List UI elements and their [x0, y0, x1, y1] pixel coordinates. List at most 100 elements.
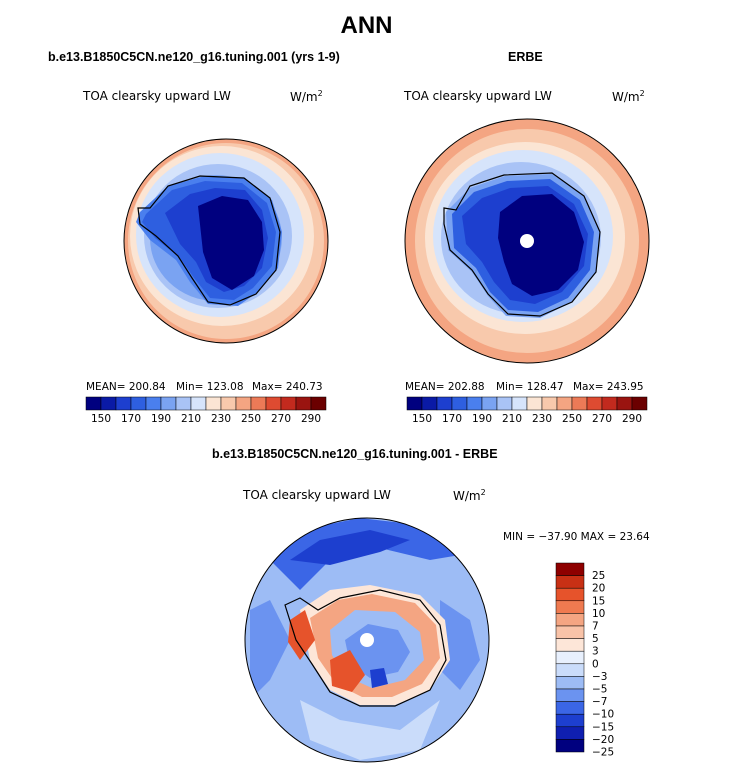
- diff-polar-map: [245, 518, 489, 762]
- diff-minmax-stat: MIN = −37.90 MAX = 23.64: [503, 531, 650, 543]
- colorbar-tick-label: 15: [592, 595, 605, 607]
- right-min-stat: Min= 128.47: [496, 381, 564, 393]
- colorbar-tick-label: −3: [592, 671, 607, 683]
- colorbar-tick-label: 210: [181, 413, 201, 425]
- colorbar-swatch: [555, 575, 585, 589]
- colorbar-swatch: [280, 396, 297, 411]
- colorbar-tick-label: 7: [592, 621, 599, 633]
- left-colorbar: 150 170 190 210 230 250 270 290: [85, 396, 327, 425]
- colorbar-swatch: [295, 396, 312, 411]
- colorbar-swatch: [555, 713, 585, 728]
- left-units-label: W/m2: [290, 89, 323, 104]
- colorbar-swatch: [616, 396, 633, 411]
- colorbar-tick-label: 190: [151, 413, 171, 425]
- colorbar-swatch: [421, 396, 438, 411]
- colorbar-tick-label: 270: [271, 413, 291, 425]
- left-field-label: TOA clearsky upward LW: [83, 89, 231, 103]
- diff-panel-title: b.e13.B1850C5CN.ne120_g16.tuning.001 - E…: [212, 447, 498, 461]
- left-min-stat: Min= 123.08: [176, 381, 244, 393]
- colorbar-tick-label: 150: [412, 413, 432, 425]
- colorbar-swatch: [541, 396, 558, 411]
- colorbar-swatch: [555, 726, 585, 740]
- colorbar-swatch: [555, 638, 585, 652]
- colorbar-swatch: [555, 600, 585, 614]
- colorbar-swatch: [100, 396, 117, 411]
- colorbar-swatch: [310, 396, 327, 411]
- colorbar-swatch: [555, 663, 585, 677]
- colorbar-tick-label: −10: [592, 709, 614, 721]
- colorbar-swatch: [555, 739, 585, 753]
- colorbar-swatch: [601, 396, 618, 411]
- colorbar-swatch: [160, 396, 177, 411]
- colorbar-swatch: [571, 396, 588, 411]
- colorbar-swatch: [555, 613, 585, 627]
- colorbar-tick-label: 270: [592, 413, 612, 425]
- colorbar-swatch: [555, 562, 585, 576]
- colorbar-swatch: [496, 396, 513, 411]
- colorbar-swatch: [205, 396, 222, 411]
- right-panel-title: ERBE: [508, 50, 543, 64]
- colorbar-swatch: [631, 396, 648, 411]
- left-panel-title: b.e13.B1850C5CN.ne120_g16.tuning.001 (yr…: [48, 50, 340, 64]
- colorbar-swatch: [555, 676, 585, 690]
- colorbar-tick-label: 20: [592, 583, 605, 595]
- colorbar-tick-label: 10: [592, 608, 605, 620]
- colorbar-swatch: [556, 396, 573, 411]
- left-max-stat: Max= 240.73: [252, 381, 323, 393]
- colorbar-swatch: [406, 396, 423, 411]
- colorbar-swatch: [85, 396, 102, 411]
- colorbar-tick-label: 230: [532, 413, 552, 425]
- colorbar-swatch: [220, 396, 237, 411]
- colorbar-tick-label: 5: [592, 633, 599, 645]
- colorbar-tick-label: 190: [472, 413, 492, 425]
- colorbar-tick-label: −7: [592, 696, 607, 708]
- colorbar-swatch: [555, 688, 585, 702]
- colorbar-swatch: [115, 396, 132, 411]
- right-colorbar: 150 170 190 210 230 250 270 290: [406, 396, 648, 425]
- colorbar-tick-label: −25: [592, 747, 614, 759]
- colorbar-tick-label: 250: [562, 413, 582, 425]
- diff-field-label: TOA clearsky upward LW: [243, 488, 391, 502]
- colorbar-swatch: [555, 701, 585, 715]
- colorbar-tick-label: −5: [592, 684, 607, 696]
- right-units-label: W/m2: [612, 89, 645, 104]
- right-max-stat: Max= 243.95: [573, 381, 644, 393]
- diff-units-label: W/m2: [453, 488, 486, 503]
- colorbar-tick-label: 25: [592, 570, 605, 582]
- colorbar-swatch: [481, 396, 498, 411]
- colorbar-tick-label: 0: [592, 658, 599, 670]
- colorbar-tick-label: 150: [91, 413, 111, 425]
- left-mean-stat: MEAN= 200.84: [86, 381, 166, 393]
- colorbar-swatch: [175, 396, 192, 411]
- colorbar-swatch: [555, 587, 585, 602]
- colorbar-tick-label: 290: [622, 413, 642, 425]
- colorbar-swatch: [511, 396, 528, 411]
- colorbar-swatch: [526, 396, 543, 411]
- left-polar-map: [124, 139, 328, 343]
- right-field-label: TOA clearsky upward LW: [404, 89, 552, 103]
- colorbar-swatch: [555, 625, 585, 639]
- colorbar-tick-label: −20: [592, 734, 614, 746]
- colorbar-swatch: [555, 650, 585, 665]
- colorbar-swatch: [265, 396, 282, 411]
- colorbar-tick-label: 170: [442, 413, 462, 425]
- colorbar-tick-label: −15: [592, 721, 614, 733]
- colorbar-tick-label: 230: [211, 413, 231, 425]
- colorbar-swatch: [130, 396, 147, 411]
- colorbar-swatch: [586, 396, 603, 411]
- colorbar-swatch: [436, 396, 453, 411]
- colorbar-tick-label: 290: [301, 413, 321, 425]
- colorbar-swatch: [190, 396, 207, 411]
- colorbar-swatch: [235, 396, 252, 411]
- colorbar-swatch: [145, 396, 162, 411]
- right-mean-stat: MEAN= 202.88: [405, 381, 485, 393]
- colorbar-tick-label: 250: [241, 413, 261, 425]
- colorbar-tick-label: 3: [592, 646, 599, 658]
- colorbar-tick-label: 170: [121, 413, 141, 425]
- colorbar-swatch: [451, 396, 468, 411]
- colorbar-swatch: [466, 396, 483, 411]
- main-title: ANN: [340, 12, 393, 39]
- colorbar-swatch: [250, 396, 267, 411]
